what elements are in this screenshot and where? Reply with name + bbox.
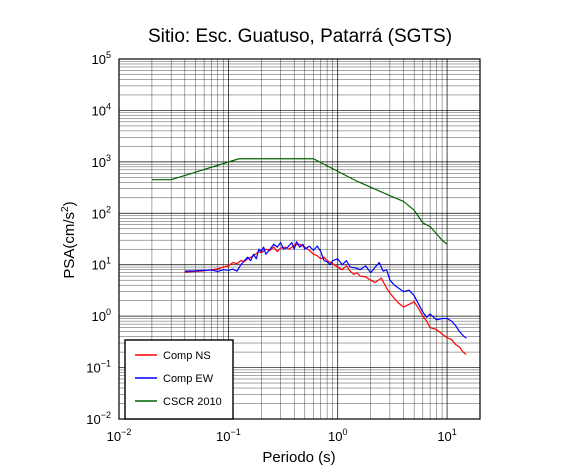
x-tick-label: 10−1: [216, 427, 241, 444]
y-tick-label: 104: [92, 101, 111, 118]
y-tick-labels: 10−2 10−1 100 101 102 103 104 105: [86, 50, 111, 427]
y-axis-label-sup: 2: [60, 206, 71, 212]
y-tick-label: 10−1: [86, 359, 111, 376]
y-axis-label: PSA(cm/s2): [60, 201, 78, 278]
y-tick-label: 100: [92, 307, 111, 324]
series-line-comp-ns: [184, 243, 467, 355]
y-tick-label: 102: [92, 204, 111, 221]
series-layer: [151, 158, 467, 355]
y-axis-label-main: PSA(cm/s: [61, 212, 78, 279]
y-tick-label: 10−2: [86, 410, 111, 427]
series-line-comp-ew: [184, 241, 467, 339]
legend: Comp NS Comp EW CSCR 2010: [124, 339, 234, 420]
legend-label: CSCR 2010: [163, 396, 222, 408]
y-axis-label-close: ): [61, 201, 78, 206]
legend-label: Comp EW: [163, 373, 214, 385]
x-axis-label: Periodo (s): [262, 449, 335, 466]
legend-label: Comp NS: [163, 350, 211, 362]
chart-title: Sitio: Esc. Guatuso, Patarrá (SGTS): [148, 26, 452, 47]
plot-frame: [118, 58, 481, 420]
x-tick-label: 10−2: [107, 427, 132, 444]
x-tick-label: 101: [437, 427, 456, 444]
y-tick-label: 105: [92, 50, 111, 67]
grid: [118, 58, 481, 420]
legend-box: [124, 339, 234, 420]
y-tick-label: 103: [92, 153, 111, 170]
x-tick-label: 100: [328, 427, 347, 444]
y-tick-label: 101: [92, 256, 111, 273]
series-line-cscr-2010: [151, 158, 448, 245]
x-tick-labels: 10−2 10−1 100 101: [107, 427, 457, 444]
